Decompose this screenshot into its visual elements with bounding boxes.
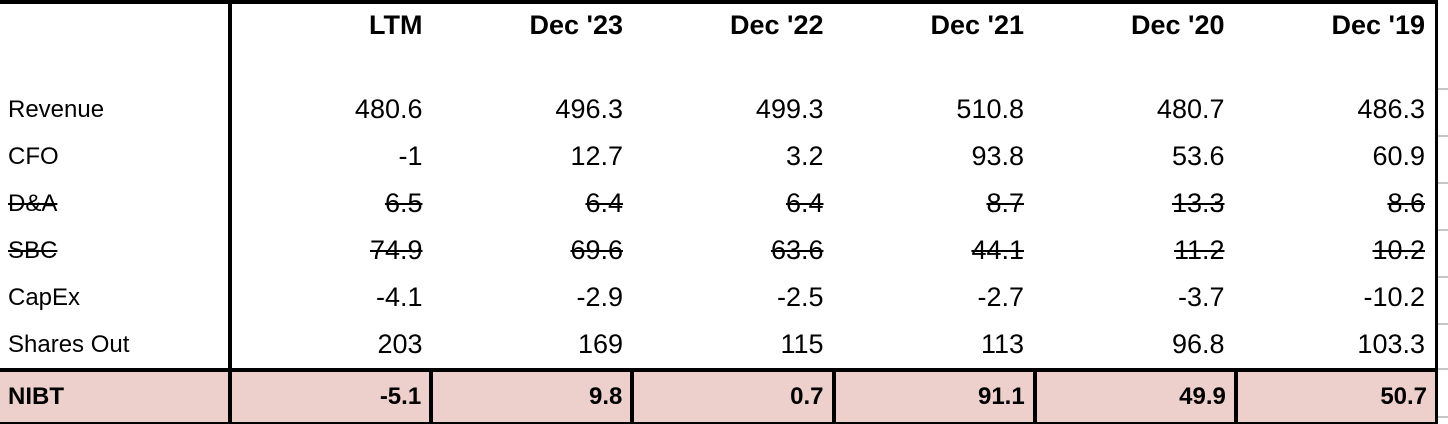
row-label-sbc[interactable]: SBC: [0, 227, 232, 274]
table-row-revenue: Revenue 480.6 496.3 499.3 510.8 480.7 48…: [0, 86, 1435, 133]
header-row: LTM Dec '23 Dec '22 Dec '21 Dec '20 Dec …: [0, 4, 1435, 86]
cell-shares-out-dec21[interactable]: 113: [980, 329, 1024, 359]
cell-capex-dec21[interactable]: -2.7: [977, 282, 1024, 312]
gridline-tick: [1438, 416, 1448, 418]
cell-nibt-ltm[interactable]: -5.1: [232, 372, 434, 422]
cell-nibt-dec23[interactable]: 9.8: [433, 372, 635, 422]
cell-sbc-dec22[interactable]: 63.6: [770, 235, 824, 265]
column-header-dec20[interactable]: Dec '20: [1131, 10, 1225, 40]
table-row-cfo: CFO -1 12.7 3.2 93.8 53.6 60.9: [0, 133, 1435, 180]
cell-cfo-dec21[interactable]: 93.8: [971, 141, 1024, 171]
cell-nibt-dec21[interactable]: 91.1: [836, 372, 1037, 422]
cell-revenue-dec21[interactable]: 510.8: [956, 94, 1024, 124]
gridline-tick: [1438, 229, 1448, 231]
cell-revenue-ltm[interactable]: 480.6: [354, 94, 423, 124]
cell-da-dec23[interactable]: 6.4: [585, 188, 623, 218]
cell-da-ltm[interactable]: 6.5: [384, 188, 423, 218]
cell-shares-out-ltm[interactable]: 203: [377, 329, 423, 359]
cell-da-dec20[interactable]: 13.3: [1171, 188, 1225, 218]
column-header-dec19[interactable]: Dec '19: [1331, 10, 1426, 40]
row-label-revenue[interactable]: Revenue: [0, 86, 232, 133]
gridline-tick: [1438, 88, 1448, 90]
cell-revenue-dec23[interactable]: 496.3: [555, 94, 623, 124]
cell-sbc-dec20[interactable]: 11.2: [1173, 235, 1225, 265]
table-row-capex: CapEx -4.1 -2.9 -2.5 -2.7 -3.7 -10.2: [0, 274, 1435, 321]
column-header-dec22[interactable]: Dec '22: [730, 10, 824, 40]
cell-cfo-dec23[interactable]: 12.7: [570, 141, 623, 171]
cell-revenue-dec19[interactable]: 486.3: [1357, 94, 1425, 124]
cell-shares-out-dec20[interactable]: 96.8: [1171, 329, 1225, 359]
cell-revenue-dec20[interactable]: 480.7: [1156, 94, 1225, 124]
gridline-tick: [1438, 276, 1448, 278]
cell-da-dec19[interactable]: 8.6: [1387, 188, 1425, 218]
cell-nibt-dec19[interactable]: 50.7: [1380, 383, 1428, 410]
cell-sbc-dec23[interactable]: 69.6: [570, 235, 623, 265]
cell-capex-dec19[interactable]: -10.2: [1363, 282, 1425, 312]
gridline-tick: [1438, 182, 1448, 184]
cell-shares-out-dec19[interactable]: 103.3: [1357, 329, 1425, 359]
cell-nibt-dec20[interactable]: 49.9: [1037, 372, 1238, 422]
row-label-cfo[interactable]: CFO: [0, 133, 232, 180]
cell-shares-out-dec22[interactable]: 115: [780, 329, 824, 359]
cell-cfo-ltm[interactable]: -1: [398, 141, 423, 171]
cell-da-dec21[interactable]: 8.7: [986, 188, 1024, 218]
column-header-dec21[interactable]: Dec '21: [930, 10, 1025, 40]
cell-capex-dec22[interactable]: -2.5: [776, 282, 824, 312]
cell-cfo-dec22[interactable]: 3.2: [785, 141, 824, 171]
cell-cfo-dec20[interactable]: 53.6: [1171, 141, 1225, 171]
corner-cell: [0, 4, 232, 86]
cell-revenue-dec22[interactable]: 499.3: [755, 94, 824, 124]
cell-nibt-dec22[interactable]: 0.7: [634, 372, 836, 422]
cell-sbc-dec21[interactable]: 44.1: [971, 235, 1024, 265]
table-row-nibt-summary: NIBT -5.1 9.8 0.7 91.1 49.9 50.7: [0, 368, 1435, 424]
cell-sbc-dec19[interactable]: 10.2: [1372, 235, 1425, 265]
gridline-tick: [1438, 135, 1448, 137]
gridline-ticks: [1438, 0, 1448, 424]
table-row-shares-out: Shares Out 203 169 115 113 96.8 103.3: [0, 321, 1435, 368]
cell-da-dec22[interactable]: 6.4: [785, 188, 824, 218]
gridline-tick: [1438, 323, 1448, 325]
gridline-tick: [1438, 368, 1448, 370]
row-label-nibt[interactable]: NIBT: [0, 372, 232, 422]
column-header-ltm[interactable]: LTM: [369, 10, 423, 40]
cell-capex-ltm[interactable]: -4.1: [375, 282, 423, 312]
cell-capex-dec20[interactable]: -3.7: [1177, 282, 1225, 312]
row-label-shares-out[interactable]: Shares Out: [0, 321, 232, 368]
cell-cfo-dec19[interactable]: 60.9: [1372, 141, 1425, 171]
column-header-dec23[interactable]: Dec '23: [529, 10, 624, 40]
cell-capex-dec23[interactable]: -2.9: [576, 282, 623, 312]
table-row-sbc: SBC 74.9 69.6 63.6 44.1 11.2 10.2: [0, 227, 1435, 274]
cell-sbc-ltm[interactable]: 74.9: [369, 235, 423, 265]
cell-shares-out-dec23[interactable]: 169: [577, 329, 623, 359]
row-label-capex[interactable]: CapEx: [0, 274, 232, 321]
row-label-da[interactable]: D&A: [0, 180, 232, 227]
table-row-da: D&A 6.5 6.4 6.4 8.7 13.3 8.6: [0, 180, 1435, 227]
